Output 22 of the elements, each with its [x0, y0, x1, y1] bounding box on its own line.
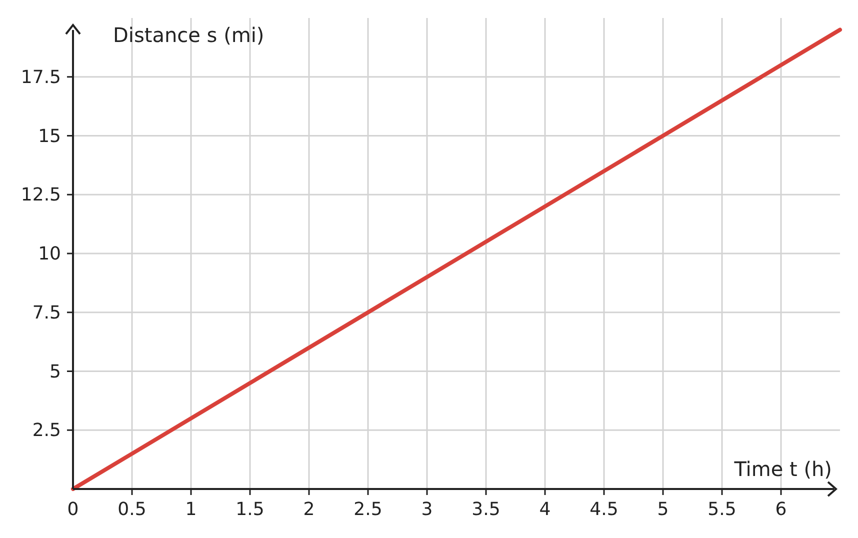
x-tick-label: 4: [539, 499, 551, 520]
x-tick-label: 5: [657, 499, 669, 520]
x-tick-label: 3: [421, 499, 433, 520]
y-tick-label: 17.5: [20, 66, 61, 88]
x-tick-label: 2.5: [354, 499, 382, 520]
x-tick-label: 2: [303, 499, 315, 520]
x-tick-label: 3.5: [472, 499, 500, 520]
x-axis-title: Time t (h): [733, 457, 832, 481]
x-tick-label: 5.5: [708, 499, 736, 520]
x-tick-label: 0.5: [118, 499, 146, 520]
x-tick-label: 0: [67, 499, 79, 520]
x-tick-label: 4.5: [590, 499, 618, 520]
y-tick-label: 15: [38, 126, 61, 147]
x-tick-label: 1: [185, 499, 197, 520]
y-tick-label: 7.5: [32, 302, 61, 324]
y-tick-label: 5: [50, 361, 61, 382]
y-axis-title: Distance s (mi): [113, 23, 264, 47]
y-tick-label: 2.5: [32, 420, 61, 442]
y-tick-label: 12.5: [20, 184, 61, 206]
y-tick-label: 10: [38, 244, 61, 264]
x-tick-label: 1.5: [236, 499, 264, 520]
x-tick-label: 6: [775, 499, 787, 520]
